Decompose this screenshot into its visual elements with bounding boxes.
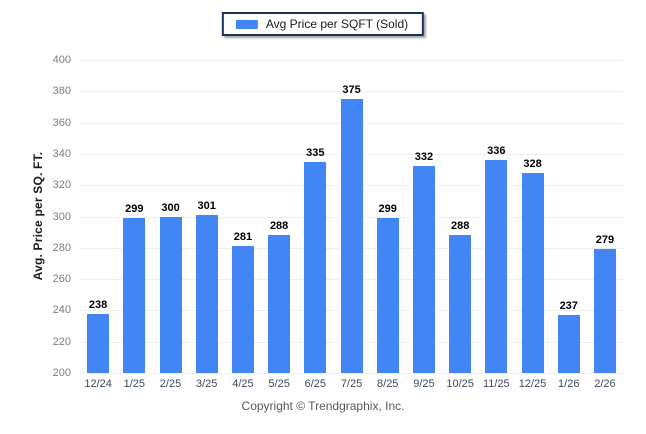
bar-5-25 <box>268 235 291 373</box>
y-axis-title: Avg. Price per SQ. FT. <box>31 151 45 281</box>
y-tick-label: 260 <box>52 273 71 286</box>
y-tick-label: 400 <box>52 54 71 66</box>
bar-1-25 <box>123 218 146 373</box>
legend-swatch-icon <box>235 19 258 29</box>
bar-7-25 <box>340 99 363 373</box>
legend: Avg Price per SQFT (Sold) <box>221 12 425 36</box>
bar-value-label: 375 <box>342 84 361 97</box>
x-tick-label: 2/25 <box>159 378 182 390</box>
bar-12-24 <box>87 313 110 373</box>
bar-slot: 336 <box>478 145 514 373</box>
y-tick-label: 280 <box>52 241 71 254</box>
gridline <box>80 373 623 374</box>
x-tick-label: 1/25 <box>123 378 146 390</box>
bar-value-label: 301 <box>197 199 216 212</box>
x-tick-label: 12/25 <box>518 378 547 390</box>
x-tick-label: 1/26 <box>558 378 580 390</box>
bar-slot: 237 <box>551 300 587 373</box>
bar-value-label: 288 <box>450 220 470 233</box>
x-tick-label: 4/25 <box>232 378 254 390</box>
bar-value-label: 335 <box>306 146 325 159</box>
bar-slot: 335 <box>297 147 333 373</box>
bars-row: 238 299 300 301 281 288 335 375 299 332 288 336 328 2… <box>80 60 623 373</box>
bar-value-label: 332 <box>414 151 434 164</box>
gridline <box>80 60 623 61</box>
bar-slot: 238 <box>80 299 116 373</box>
bar-2-26 <box>593 249 616 373</box>
y-tick-label: 380 <box>52 85 71 98</box>
bar-12-25 <box>521 172 544 373</box>
bar-value-label: 281 <box>233 231 253 244</box>
bar-value-label: 288 <box>269 220 289 233</box>
bar-slot: 332 <box>406 151 442 373</box>
bar-4-25 <box>231 246 254 373</box>
bar-11-25 <box>485 160 508 373</box>
bar-value-label: 336 <box>487 145 506 158</box>
bar-3-25 <box>195 214 218 373</box>
x-tick-label: 7/25 <box>340 378 363 390</box>
bar-6-25 <box>304 161 327 373</box>
x-tick-label: 2/26 <box>594 378 616 390</box>
plot-area: 238 299 300 301 281 288 335 375 299 332 288 336 328 2… <box>53 54 623 379</box>
y-tick-label: 240 <box>52 304 71 317</box>
x-tick-label: 11/25 <box>482 378 510 390</box>
y-tick-label: 340 <box>52 147 71 160</box>
bar-slot: 299 <box>370 203 406 373</box>
legend-label: Avg Price per SQFT (Sold) <box>265 17 409 31</box>
y-tick-label: 300 <box>52 210 71 223</box>
bar-slot: 375 <box>333 84 369 373</box>
copyright-text: Copyright © Trendgraphix, Inc. <box>241 399 405 413</box>
x-tick-label: 6/25 <box>304 378 327 390</box>
bar-slot: 301 <box>189 200 225 373</box>
y-tick-label: 200 <box>52 367 71 379</box>
bar-value-label: 279 <box>595 234 615 247</box>
bar-slot: 299 <box>116 203 152 373</box>
bar-slot: 288 <box>261 220 297 373</box>
bar-value-label: 300 <box>161 201 180 214</box>
bar-10-25 <box>449 235 472 373</box>
x-tick-label: 12/24 <box>84 378 112 390</box>
x-tick-label: 8/25 <box>377 378 399 390</box>
bar-slot: 300 <box>152 201 188 373</box>
gridline <box>80 91 623 93</box>
bar-value-label: 299 <box>378 203 397 216</box>
bar-value-label: 328 <box>523 157 542 170</box>
y-tick-label: 360 <box>52 116 71 129</box>
bar-slot: 281 <box>225 231 261 373</box>
bar-slot: 279 <box>587 234 623 373</box>
bar-value-label: 299 <box>125 203 144 216</box>
x-tick-label: 9/25 <box>413 378 435 390</box>
bar-slot: 328 <box>514 158 550 373</box>
x-axis-labels: 12/24 1/25 2/25 3/25 4/25 5/25 6/25 7/25 8/25 9/2… <box>80 378 623 390</box>
x-tick-label: 3/25 <box>196 378 218 390</box>
bar-slot: 288 <box>442 220 478 373</box>
y-tick-label: 320 <box>52 179 71 192</box>
x-tick-label: 10/25 <box>446 378 474 390</box>
bar-2-25 <box>159 216 182 373</box>
bar-8-25 <box>376 218 399 373</box>
y-tick-label: 220 <box>52 335 71 348</box>
bar-1-26 <box>557 315 580 373</box>
bar-value-label: 238 <box>88 298 108 311</box>
bar-value-label: 237 <box>559 300 578 313</box>
x-tick-label: 5/25 <box>268 378 290 390</box>
bar-9-25 <box>412 166 435 373</box>
